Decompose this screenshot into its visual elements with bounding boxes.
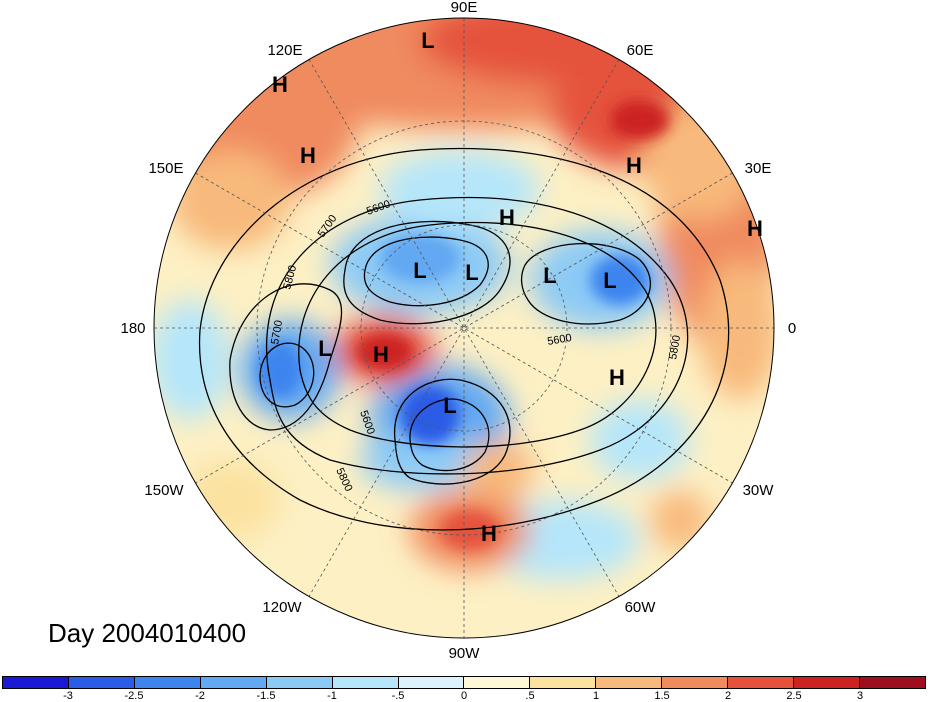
colorbar-swatch	[794, 677, 860, 688]
colorbar-swatch	[464, 677, 531, 688]
high-center: H	[272, 72, 288, 97]
colorbar-swatch	[596, 677, 663, 688]
colorbar-tick-label: 2.5	[786, 690, 802, 702]
colorbar-tick-label: 3	[856, 690, 864, 702]
pressure-centers: L H H H H H L L L L H L H L H	[272, 28, 763, 546]
longitude-labels: 90E 60E 30E 0 30W 60W 90W 120W 150W 180 …	[120, 0, 796, 662]
high-center: H	[300, 143, 316, 168]
low-center: L	[543, 263, 556, 288]
colorbar-tick-label: -.5	[391, 690, 405, 702]
colorbar-tick-label: -1.5	[256, 690, 276, 702]
low-center: L	[465, 260, 478, 285]
contour-label: 5600	[546, 332, 572, 348]
low-center: L	[413, 258, 426, 283]
colorbar-tick-label: -2.5	[124, 690, 144, 702]
high-center: H	[481, 521, 497, 546]
high-center: H	[747, 216, 763, 241]
contour-label: 5700	[269, 319, 285, 345]
colorbar-swatch	[200, 677, 267, 688]
lon-label-0: 0	[788, 320, 796, 337]
lon-label-150e: 150E	[148, 160, 183, 177]
lon-label-120e: 120E	[267, 42, 302, 59]
colorbar-ticks: -3 -2.5 -2 -1.5 -1 -.5 0 .5 1 1.5 2 2.5 3	[2, 690, 926, 702]
map-boundary	[153, 17, 775, 639]
colorbar-swatch	[266, 677, 333, 688]
colorbar-tick-label: -3	[63, 690, 73, 702]
colorbar-swatch	[3, 677, 69, 688]
colorbar-tick-label: .5	[525, 690, 535, 702]
height-contours	[198, 147, 730, 531]
lon-label-30e: 30E	[745, 160, 772, 177]
colorbar-tick-label: -2	[195, 690, 205, 702]
graticule	[154, 18, 774, 638]
colorbar-swatch	[859, 677, 925, 688]
lon-label-150w: 150W	[144, 482, 184, 499]
lon-label-90w: 90W	[449, 645, 481, 662]
high-center: H	[626, 153, 642, 178]
colorbar-tick-label: 1.5	[654, 690, 670, 702]
lon-label-90e: 90E	[451, 0, 478, 16]
lon-label-60e: 60E	[627, 42, 654, 59]
high-center: H	[499, 205, 515, 230]
high-center: H	[373, 342, 389, 367]
low-center: L	[443, 393, 456, 418]
lon-label-60w: 60W	[625, 599, 657, 616]
colorbar	[2, 676, 926, 689]
low-center: L	[318, 336, 331, 361]
date-title: Day 2004010400	[48, 618, 247, 648]
contour-label: 5800	[667, 334, 683, 360]
colorbar-tick-label: -1	[327, 690, 337, 702]
high-center: H	[609, 365, 625, 390]
lon-label-30w: 30W	[743, 482, 775, 499]
colorbar-swatch	[662, 677, 729, 688]
low-center: L	[603, 268, 616, 293]
colorbar-swatch	[68, 677, 135, 688]
colorbar-swatch	[398, 677, 465, 688]
colorbar-tick-label: 2	[724, 690, 732, 702]
low-center: L	[421, 28, 434, 53]
colorbar-swatch	[134, 677, 201, 688]
colorbar-swatch	[332, 677, 399, 688]
colorbar-tick-label: 1	[592, 690, 600, 702]
colorbar-tick-label: 0	[460, 690, 468, 702]
lon-label-180: 180	[120, 320, 145, 337]
colorbar-swatch	[530, 677, 597, 688]
colorbar-swatch	[728, 677, 795, 688]
anomaly-field	[154, 18, 774, 638]
lon-label-120w: 120W	[262, 599, 302, 616]
